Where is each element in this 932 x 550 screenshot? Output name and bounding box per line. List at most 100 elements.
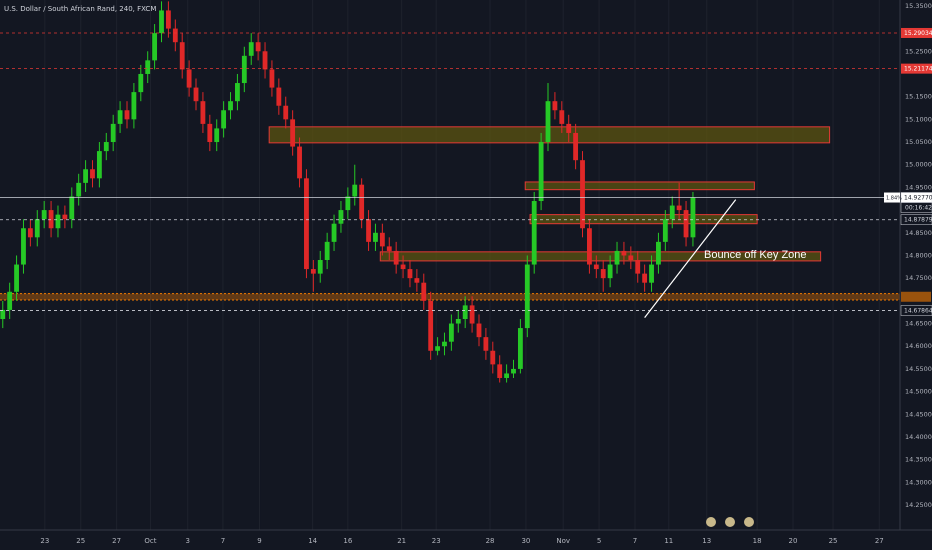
candle-body bbox=[690, 197, 696, 238]
x-tick-label: 16 bbox=[343, 537, 352, 545]
y-tick-label: 15.35000 bbox=[905, 2, 932, 10]
candle-body bbox=[228, 101, 233, 111]
price-label: 15.21174 bbox=[904, 66, 932, 73]
support-band bbox=[0, 293, 900, 300]
candle-body bbox=[462, 305, 468, 319]
candle-body bbox=[317, 260, 323, 274]
y-tick-label: 14.35000 bbox=[905, 456, 932, 464]
price-label-box bbox=[901, 63, 932, 74]
candle-body bbox=[649, 264, 654, 283]
countdown: 00:16:42 bbox=[905, 205, 932, 212]
candle-body bbox=[193, 87, 199, 102]
candle-body bbox=[179, 42, 185, 70]
candle-body bbox=[504, 373, 510, 378]
candle-body bbox=[27, 228, 33, 238]
candle-body bbox=[248, 42, 254, 56]
y-tick-label: 15.05000 bbox=[905, 138, 932, 146]
candle-body bbox=[497, 364, 503, 378]
candle-body bbox=[62, 214, 68, 220]
candle-body bbox=[269, 69, 275, 88]
candle-body bbox=[235, 83, 240, 102]
candle-body bbox=[538, 142, 544, 202]
candle-body bbox=[214, 128, 220, 143]
candle-body bbox=[165, 10, 171, 29]
candle-body bbox=[69, 196, 75, 220]
candle-body bbox=[41, 210, 47, 220]
candle-body bbox=[96, 151, 102, 179]
candle-body bbox=[421, 282, 427, 301]
candle-body bbox=[614, 250, 620, 265]
change-label: 1.84% bbox=[886, 196, 902, 202]
x-tick-label: 7 bbox=[221, 537, 225, 545]
candle-body bbox=[110, 123, 116, 143]
candle-body bbox=[276, 87, 282, 106]
candle-body bbox=[379, 232, 385, 247]
x-tick-label: 25 bbox=[829, 537, 838, 545]
candle-body bbox=[517, 328, 523, 369]
x-tick-label: 21 bbox=[397, 537, 406, 545]
candle-body bbox=[628, 255, 634, 261]
candle-body bbox=[117, 110, 123, 124]
x-tick-label: 9 bbox=[257, 537, 261, 545]
x-tick-label: 3 bbox=[185, 537, 189, 545]
candle-body bbox=[490, 350, 496, 365]
candle-body bbox=[221, 110, 227, 129]
candle-body bbox=[55, 214, 61, 229]
candle-body bbox=[662, 219, 668, 242]
y-tick-label: 14.65000 bbox=[905, 320, 932, 328]
candle-body bbox=[0, 309, 6, 319]
price-label: 14.92770 bbox=[904, 195, 932, 202]
x-tick-label: 5 bbox=[597, 537, 601, 545]
candle-body bbox=[442, 341, 447, 347]
candle-body bbox=[559, 110, 565, 124]
candle-body bbox=[131, 92, 137, 120]
price-label: 14.67864 bbox=[904, 308, 932, 315]
candle-body bbox=[331, 223, 337, 242]
candle-body bbox=[338, 210, 344, 224]
candle-body bbox=[476, 323, 482, 338]
price-axis bbox=[900, 0, 932, 550]
candle-body bbox=[587, 228, 592, 265]
x-tick-label: 23 bbox=[432, 537, 441, 545]
y-tick-label: 15.25000 bbox=[905, 47, 932, 55]
candle-body bbox=[345, 196, 351, 211]
candle-body bbox=[566, 123, 572, 133]
y-tick-label: 14.25000 bbox=[905, 501, 932, 509]
key-zone bbox=[524, 181, 755, 191]
candle-body bbox=[621, 250, 627, 256]
candle-body bbox=[103, 142, 109, 152]
y-tick-label: 14.50000 bbox=[905, 388, 932, 396]
candle-body bbox=[400, 264, 406, 270]
candle-body bbox=[172, 28, 178, 43]
candle-body bbox=[455, 318, 461, 324]
candle-body bbox=[14, 264, 19, 292]
candle-body bbox=[642, 273, 648, 283]
x-tick-label: 18 bbox=[753, 537, 762, 545]
price-label: 15.29034 bbox=[904, 30, 932, 37]
candle-body bbox=[324, 241, 330, 261]
candle-body bbox=[580, 160, 585, 229]
y-tick-label: 15.15000 bbox=[905, 93, 932, 101]
candle-body bbox=[152, 33, 158, 61]
y-tick-label: 14.60000 bbox=[905, 342, 932, 350]
y-tick-label: 14.95000 bbox=[905, 183, 932, 191]
candle-body bbox=[48, 210, 54, 229]
candle-body bbox=[145, 60, 151, 74]
axis: 15.35000 15.25000 15.15000 15.10000 15.05000… bbox=[40, 2, 932, 545]
x-tick-label: Oct bbox=[144, 537, 156, 545]
y-tick-label: 14.55000 bbox=[905, 365, 932, 373]
price-label-box bbox=[901, 27, 932, 38]
x-tick-label: 13 bbox=[702, 537, 711, 545]
candle-body bbox=[297, 146, 302, 179]
candle-body bbox=[138, 73, 144, 93]
candle-body bbox=[310, 269, 316, 274]
candle-body bbox=[635, 260, 641, 274]
price-lines: Bounce off Key Zone bbox=[0, 32, 900, 319]
candle-body bbox=[373, 232, 378, 242]
candle-body bbox=[352, 184, 358, 197]
countdown-box bbox=[900, 202, 932, 213]
y-tick-label: 14.45000 bbox=[905, 410, 932, 418]
candle-body bbox=[90, 169, 95, 179]
chart-title: U.S. Dollar / South African Rand, 240, F… bbox=[4, 5, 156, 13]
y-tick-label: 15.10000 bbox=[905, 115, 932, 123]
